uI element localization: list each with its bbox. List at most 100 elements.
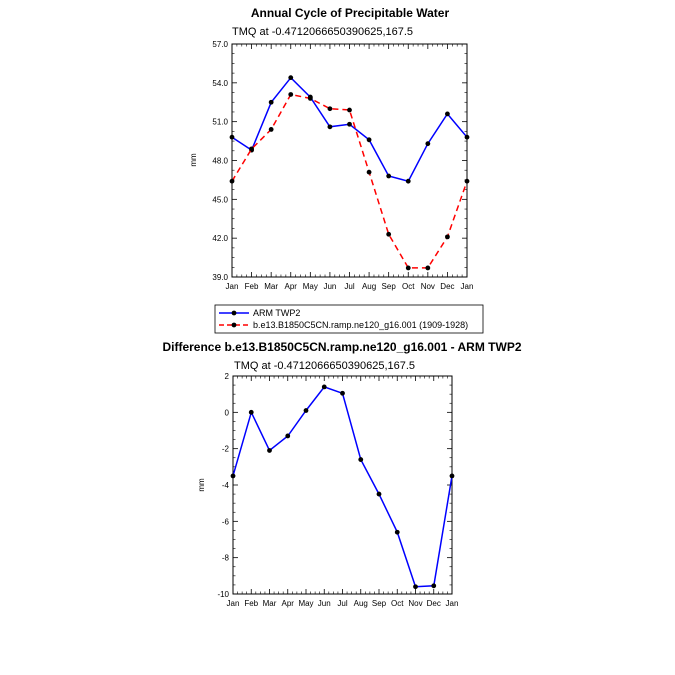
series-point [321, 384, 327, 390]
series-line-1 [232, 386, 453, 588]
chart2-title: Difference b.e13.B1850C5CN.ramp.ne120_g1… [162, 340, 521, 354]
series-line-2 [231, 93, 468, 269]
x-tick-label: Jul [337, 599, 347, 608]
series-point [285, 433, 291, 439]
legend-marker-series2 [231, 322, 237, 328]
series-point [249, 146, 254, 152]
series-point [327, 106, 333, 112]
legend-box [214, 304, 484, 334]
series-point [464, 178, 470, 184]
x-tick-label: Feb [244, 599, 258, 608]
series-point [307, 95, 313, 101]
x-tick-label: Oct [391, 599, 404, 608]
series-point [425, 265, 431, 271]
series-point [413, 584, 418, 590]
y-tick-label: 54.0 [212, 79, 228, 88]
y-tick-label: 51.0 [212, 118, 228, 127]
series-point [445, 111, 450, 117]
chart1-axes: Jan Feb Mar Apr May Jun Jul Aug Sep Oct Nov Dec Jan3… [212, 40, 473, 291]
difference-chart: Difference b.e13.B1850C5CN.ramp.ne120_g1… [162, 340, 521, 608]
series-point [303, 408, 309, 413]
series-point [464, 134, 470, 140]
series-point [248, 409, 254, 415]
x-tick-label: Mar [264, 282, 278, 291]
legend-label-series2: b.e13.B1850C5CN.ramp.ne120_g16.001 (1909… [253, 320, 468, 330]
x-tick-label: Nov [408, 599, 422, 608]
series-point [386, 173, 392, 179]
series-point [431, 583, 437, 589]
series-point [405, 265, 411, 271]
series-point [268, 99, 274, 105]
y-tick-label: -4 [222, 481, 230, 490]
x-tick-label: Aug [362, 282, 376, 291]
series-point [230, 473, 236, 479]
series-point [340, 390, 345, 396]
x-tick-label: Jan [226, 282, 239, 291]
x-tick-label: May [303, 282, 318, 291]
x-tick-label: Jun [318, 599, 331, 608]
x-tick-label: Feb [245, 282, 259, 291]
chart2-subtitle: TMQ at -0.4712066650390625,167.5 [234, 360, 415, 372]
x-tick-label: Jun [323, 282, 336, 291]
series-point [358, 457, 364, 462]
y-tick-label: 45.0 [212, 195, 228, 204]
series-point [267, 448, 272, 453]
x-tick-label: Dec [440, 282, 454, 291]
series-point [347, 107, 352, 113]
chart2-frame [232, 375, 453, 595]
y-tick-label: 42.0 [212, 234, 228, 243]
y-tick-label: 39.0 [212, 273, 228, 282]
y-tick-label: 0 [225, 408, 230, 417]
x-tick-label: Nov [421, 282, 435, 291]
chart1-frame [231, 43, 468, 278]
x-tick-label: Apr [285, 282, 298, 291]
series-point [327, 124, 333, 130]
series-point [445, 234, 450, 240]
y-tick-label: -10 [217, 590, 229, 599]
y-tick-label: 57.0 [212, 40, 228, 49]
x-tick-label: Jul [344, 282, 354, 291]
x-tick-label: May [298, 599, 313, 608]
chart2-ylabel: mm [197, 478, 206, 492]
x-tick-label: Jan [446, 599, 459, 608]
x-tick-label: Aug [354, 599, 368, 608]
x-tick-label: Jan [461, 282, 474, 291]
series-point [366, 137, 372, 143]
series-point [288, 92, 294, 97]
x-tick-label: Dec [427, 599, 441, 608]
series-point [347, 121, 352, 127]
x-tick-label: Oct [402, 282, 415, 291]
legend-label-series1: ARM TWP2 [253, 308, 300, 318]
x-tick-label: Sep [372, 599, 387, 608]
y-tick-label: -8 [222, 554, 230, 563]
x-tick-label: Jan [227, 599, 240, 608]
precipitable-water-chart: Annual Cycle of Precipitable Water TMQ a… [189, 6, 484, 334]
series-point [288, 75, 294, 81]
x-tick-label: Sep [382, 282, 397, 291]
chart1-title: Annual Cycle of Precipitable Water [251, 6, 450, 20]
x-tick-label: Apr [282, 599, 295, 608]
chart1-subtitle: TMQ at -0.4712066650390625,167.5 [232, 26, 413, 38]
series-point [449, 473, 455, 479]
series-point [268, 127, 274, 132]
y-tick-label: -6 [222, 517, 230, 526]
chart2-series [230, 384, 455, 590]
chart1-series [229, 75, 470, 271]
y-tick-label: 2 [225, 372, 230, 381]
series-point [229, 178, 235, 184]
series-point [366, 169, 372, 175]
series-point [405, 178, 411, 184]
series-point [425, 141, 431, 147]
series-point [394, 529, 400, 535]
legend-marker-series1 [231, 310, 237, 316]
chart1-ylabel: mm [189, 153, 198, 167]
y-tick-label: 48.0 [212, 157, 228, 166]
chart2-axes: Jan Feb Mar Apr May Jun Jul Aug Sep Oct Nov Dec Jan-… [217, 372, 458, 608]
series-point [229, 134, 235, 140]
y-tick-label: -2 [222, 445, 230, 454]
series-point [386, 231, 392, 237]
x-tick-label: Mar [263, 599, 277, 608]
series-line-1 [231, 76, 468, 183]
series-point [376, 491, 382, 497]
